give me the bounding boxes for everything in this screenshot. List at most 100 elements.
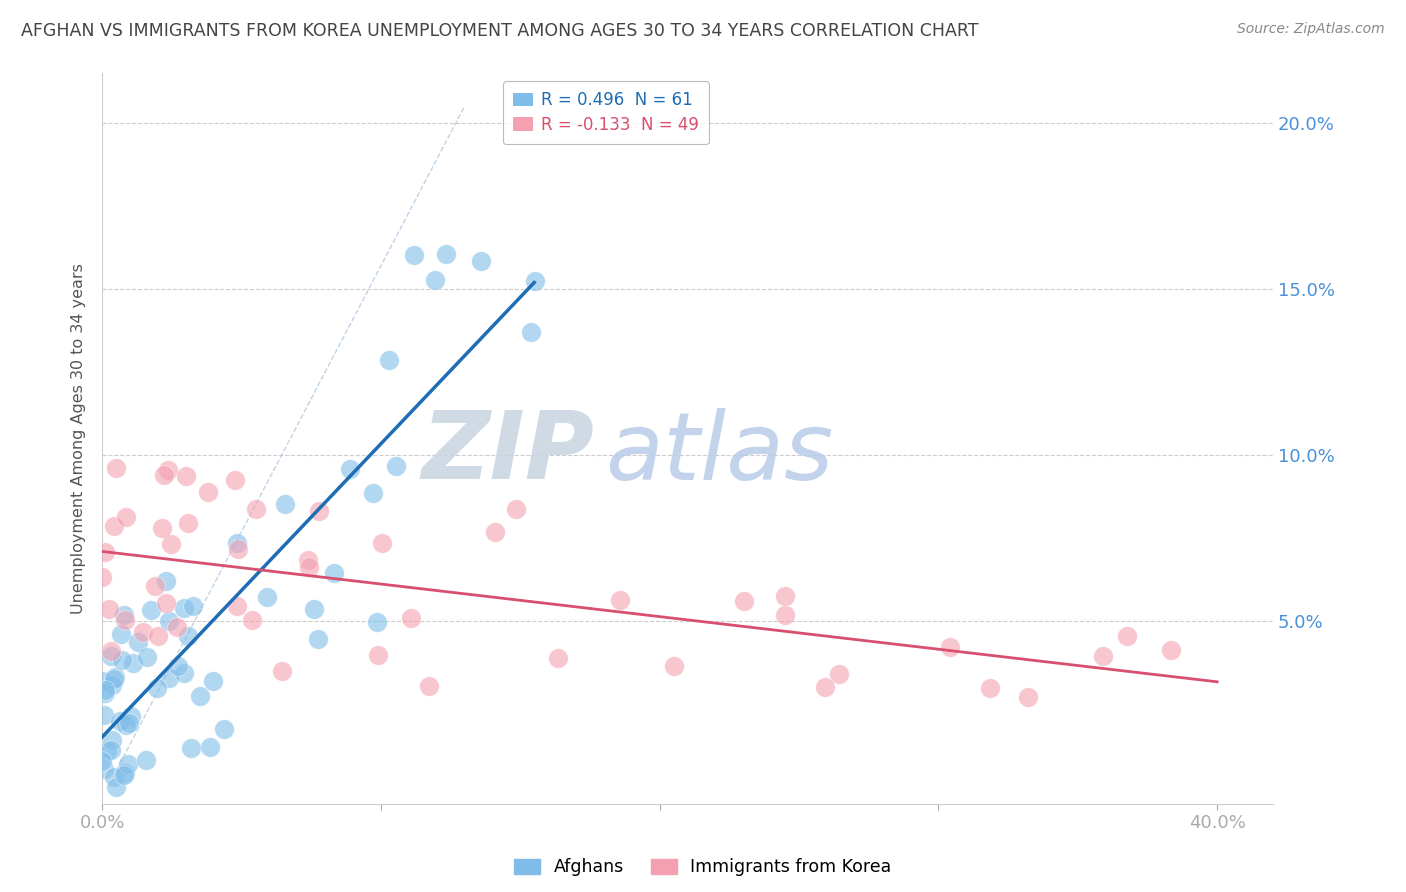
Point xyxy=(228,541,250,556)
Point xyxy=(225,536,247,550)
Point xyxy=(370,536,392,550)
Point xyxy=(152,467,174,482)
Legend: Afghans, Immigrants from Korea: Afghans, Immigrants from Korea xyxy=(508,852,898,883)
Point xyxy=(939,640,962,654)
Point xyxy=(97,602,120,616)
Point xyxy=(91,570,114,584)
Point xyxy=(274,497,297,511)
Point xyxy=(177,516,200,530)
Point xyxy=(91,754,114,768)
Point xyxy=(828,667,851,681)
Point xyxy=(143,579,166,593)
Point xyxy=(979,681,1001,696)
Point xyxy=(100,644,122,658)
Point xyxy=(122,656,145,670)
Point xyxy=(166,620,188,634)
Point xyxy=(308,504,330,518)
Point xyxy=(141,603,163,617)
Point xyxy=(1092,649,1115,664)
Point xyxy=(188,689,211,703)
Point xyxy=(173,665,195,680)
Point xyxy=(773,607,796,622)
Point xyxy=(132,624,155,639)
Point xyxy=(96,744,118,758)
Point xyxy=(156,463,179,477)
Point xyxy=(200,739,222,754)
Point xyxy=(100,649,122,664)
Text: atlas: atlas xyxy=(606,408,834,499)
Point xyxy=(402,247,425,261)
Point xyxy=(245,501,267,516)
Point xyxy=(159,537,181,551)
Point xyxy=(298,559,321,574)
Point xyxy=(103,519,125,533)
Point xyxy=(418,679,440,693)
Point xyxy=(93,762,115,776)
Point xyxy=(484,525,506,540)
Point xyxy=(180,741,202,756)
Point xyxy=(173,601,195,615)
Point xyxy=(202,673,225,688)
Point xyxy=(177,629,200,643)
Point xyxy=(1116,629,1139,643)
Point xyxy=(339,462,361,476)
Point xyxy=(307,632,329,646)
Point xyxy=(112,767,135,781)
Point xyxy=(135,649,157,664)
Point xyxy=(120,709,142,723)
Point xyxy=(773,589,796,603)
Y-axis label: Unemployment Among Ages 30 to 34 years: Unemployment Among Ages 30 to 34 years xyxy=(72,263,86,614)
Point xyxy=(110,626,132,640)
Point xyxy=(401,611,423,625)
Point xyxy=(146,629,169,643)
Point xyxy=(733,594,755,608)
Point xyxy=(197,484,219,499)
Point xyxy=(103,771,125,785)
Point xyxy=(425,273,447,287)
Text: Source: ZipAtlas.com: Source: ZipAtlas.com xyxy=(1237,22,1385,37)
Point xyxy=(157,671,180,685)
Point xyxy=(297,552,319,566)
Point xyxy=(103,672,125,686)
Point xyxy=(91,673,114,688)
Point xyxy=(181,599,204,614)
Point xyxy=(115,509,138,524)
Point xyxy=(366,615,388,630)
Point xyxy=(93,683,115,698)
Point xyxy=(166,658,188,673)
Point xyxy=(1160,643,1182,657)
Point xyxy=(662,659,685,673)
Point xyxy=(112,608,135,623)
Point xyxy=(100,743,122,757)
Point xyxy=(212,722,235,736)
Point xyxy=(240,613,263,627)
Point xyxy=(505,501,527,516)
Point xyxy=(224,473,246,487)
Point xyxy=(135,753,157,767)
Point xyxy=(115,718,138,732)
Point xyxy=(524,274,547,288)
Point xyxy=(105,460,128,475)
Point xyxy=(271,664,294,678)
Point xyxy=(609,592,631,607)
Point xyxy=(302,602,325,616)
Point xyxy=(814,680,837,694)
Legend: R = 0.496  N = 61, R = -0.133  N = 49: R = 0.496 N = 61, R = -0.133 N = 49 xyxy=(502,81,709,144)
Point xyxy=(470,254,492,268)
Point xyxy=(145,681,167,695)
Point xyxy=(367,648,389,663)
Point xyxy=(547,651,569,665)
Point xyxy=(174,468,197,483)
Point xyxy=(384,458,406,473)
Point xyxy=(150,521,173,535)
Point xyxy=(117,757,139,772)
Point xyxy=(93,708,115,723)
Point xyxy=(434,246,457,260)
Point xyxy=(361,486,384,500)
Point xyxy=(104,670,127,684)
Point xyxy=(94,686,117,700)
Text: AFGHAN VS IMMIGRANTS FROM KOREA UNEMPLOYMENT AMONG AGES 30 TO 34 YEARS CORRELATI: AFGHAN VS IMMIGRANTS FROM KOREA UNEMPLOY… xyxy=(21,22,979,40)
Point xyxy=(1017,690,1039,705)
Point xyxy=(377,353,399,368)
Point xyxy=(519,325,541,339)
